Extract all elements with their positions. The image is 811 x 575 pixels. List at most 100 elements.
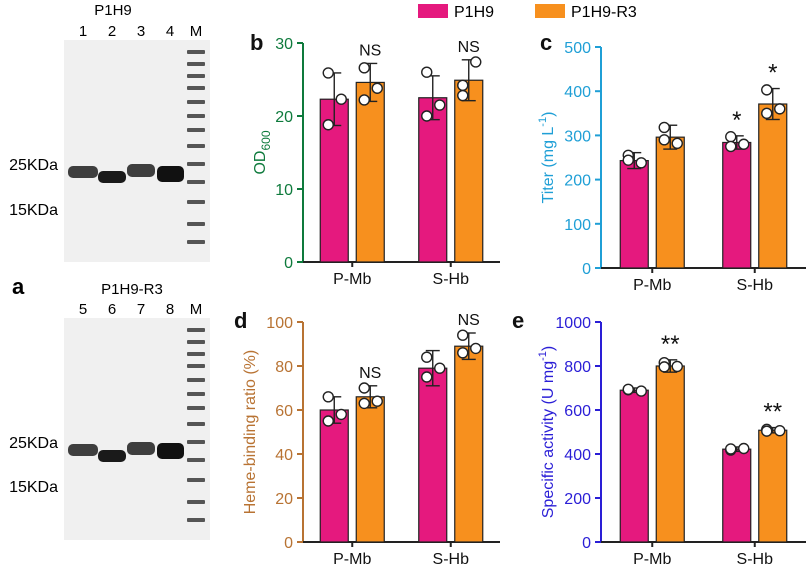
bar — [454, 79, 484, 263]
data-point — [761, 84, 773, 96]
significance-label: ** — [661, 331, 680, 358]
y-tick-label: 60 — [275, 403, 293, 420]
y-axis-label: OD600 — [252, 130, 273, 174]
ladder-band — [187, 352, 205, 356]
data-point — [322, 119, 334, 131]
y-tick-label: 200 — [564, 491, 591, 508]
ladder-band — [187, 240, 205, 244]
y-axis-label-sub: 600 — [259, 130, 273, 150]
legend-label-p1h9-r3: P1H9-R3 — [571, 4, 637, 21]
legend-swatch-p1h9 — [418, 4, 448, 18]
significance-label: ** — [763, 399, 782, 426]
ladder-band — [187, 144, 205, 148]
chart-d-heme-binding: d 0 20 40 60 80 100 Heme-binding ratio (%) NS P-M… — [234, 308, 500, 568]
x-tick-label: S-Hb — [433, 551, 470, 568]
y-tick-label: 500 — [564, 40, 591, 57]
significance-label: * — [732, 107, 741, 134]
y-tick-label: 20 — [275, 109, 293, 126]
data-point — [434, 99, 446, 111]
gel-band — [127, 164, 155, 177]
y-axis-label-end: ) — [540, 112, 557, 117]
bar — [722, 141, 752, 269]
gel-marker-label: 15KDa — [9, 479, 58, 496]
y-tick-label: 800 — [564, 359, 591, 376]
bar — [418, 367, 448, 543]
significance-label: * — [768, 60, 777, 87]
ladder-band — [187, 378, 205, 382]
y-axis-label-sup: -1 — [537, 351, 549, 361]
legend-swatch-p1h9-r3 — [535, 4, 565, 18]
x-tick-label: S-Hb — [737, 277, 774, 294]
y-axis-label: Heme-binding ratio (%) — [242, 350, 259, 515]
panel-label: c — [540, 30, 552, 55]
y-tick-label: 40 — [275, 447, 293, 464]
y-tick-label: 300 — [564, 128, 591, 145]
bar — [722, 448, 752, 543]
data-point — [335, 93, 347, 105]
gel-marker-label: 15KDa — [9, 202, 58, 219]
data-point — [658, 134, 670, 146]
data-point — [635, 157, 647, 169]
significance-label: NS — [458, 312, 480, 329]
ladder-band — [187, 340, 205, 344]
gel-lane-label: M — [190, 23, 203, 40]
data-point — [322, 67, 334, 79]
data-point — [622, 154, 634, 166]
data-point — [761, 107, 773, 120]
x-tick-label: P-Mb — [333, 271, 371, 288]
x-tick-label: P-Mb — [333, 551, 371, 568]
data-point — [358, 397, 370, 410]
significance-label: NS — [458, 39, 480, 56]
gel-marker-label: 25KDa — [9, 157, 58, 174]
data-point — [358, 94, 370, 106]
data-point — [457, 329, 469, 341]
data-point — [434, 362, 446, 374]
ladder-band — [187, 200, 205, 204]
data-point — [635, 385, 647, 397]
bar — [619, 159, 649, 269]
data-point — [725, 443, 737, 455]
bar — [454, 345, 484, 543]
data-point — [457, 89, 469, 102]
y-tick-label: 30 — [275, 36, 293, 53]
ladder-band — [187, 74, 205, 78]
y-tick-label: 0 — [284, 255, 293, 272]
gel-band — [98, 171, 126, 183]
chart-e-specific-activity: e 0 200 400 600 800 1000 Specific activity (U m… — [512, 308, 806, 568]
x-tick-label: S-Hb — [737, 551, 774, 568]
gel-band — [98, 450, 126, 462]
y-axis-label: Titer (mg L-1) — [537, 112, 557, 204]
y-axis-label-text: OD — [252, 151, 269, 175]
ladder-band — [187, 114, 205, 118]
gel-lane-label: M — [190, 301, 203, 318]
panel-label: a — [12, 274, 25, 299]
x-tick-label: P-Mb — [633, 277, 671, 294]
y-axis-label: Specific activity (U mg-1) — [537, 346, 557, 518]
chart-b-od600: b 0 10 20 30 OD600 NS P-Mb NS S-Hb — [250, 30, 500, 288]
x-tick-label: P-Mb — [633, 551, 671, 568]
ladder-band — [187, 406, 205, 410]
y-axis-label-end: ) — [540, 346, 557, 351]
data-point — [457, 347, 469, 359]
gel-panel-1: P1H9 1 2 3 4 M 25KDa 15KDa — [9, 2, 210, 262]
ladder-band — [187, 222, 205, 226]
y-tick-label: 1000 — [555, 315, 591, 332]
chart-c-titer: c 0 100 200 300 400 500 Titer (mg L-1) P-Mb * * S-H… — [537, 30, 806, 294]
gel-band — [157, 166, 184, 182]
bar — [355, 81, 385, 263]
y-axis-label-text: Specific activity (U mg — [540, 361, 557, 518]
bar — [758, 429, 788, 543]
bar — [355, 396, 385, 543]
panel-label: b — [250, 30, 263, 55]
gel-lane-label: 4 — [166, 23, 174, 40]
y-tick-label: 80 — [275, 359, 293, 376]
data-point — [470, 56, 482, 68]
gel-marker-ladder — [187, 50, 205, 244]
y-tick-label: 400 — [564, 84, 591, 101]
ladder-band — [187, 392, 205, 396]
gel-marker-ladder — [187, 328, 205, 522]
data-point — [738, 442, 750, 455]
data-point — [421, 110, 433, 122]
bar — [758, 103, 788, 269]
